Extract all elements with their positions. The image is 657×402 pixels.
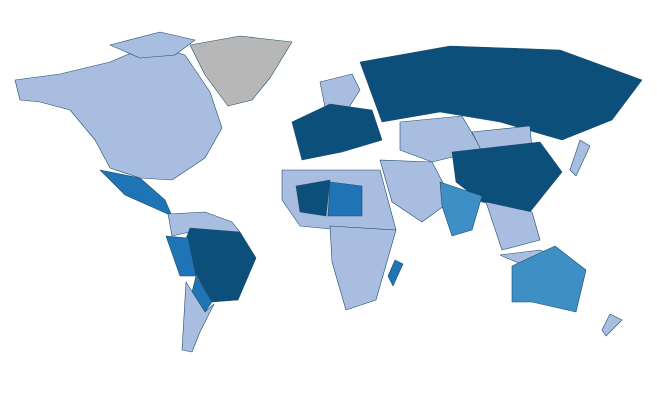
- west-africa-dark: [295, 179, 331, 217]
- middle-east: [379, 159, 453, 223]
- europe: [291, 103, 383, 161]
- central-africa: [327, 181, 363, 217]
- russia: [359, 45, 643, 141]
- southern-africa: [329, 225, 397, 311]
- madagascar: [387, 259, 404, 287]
- arctic-islands: [109, 31, 196, 59]
- australia: [511, 245, 587, 313]
- north-america: [14, 44, 223, 181]
- japan: [569, 139, 591, 177]
- india: [439, 181, 483, 237]
- southeast-asia: [485, 201, 541, 251]
- new-zealand: [601, 313, 623, 337]
- argentina: [181, 281, 215, 353]
- greenland: [189, 35, 293, 107]
